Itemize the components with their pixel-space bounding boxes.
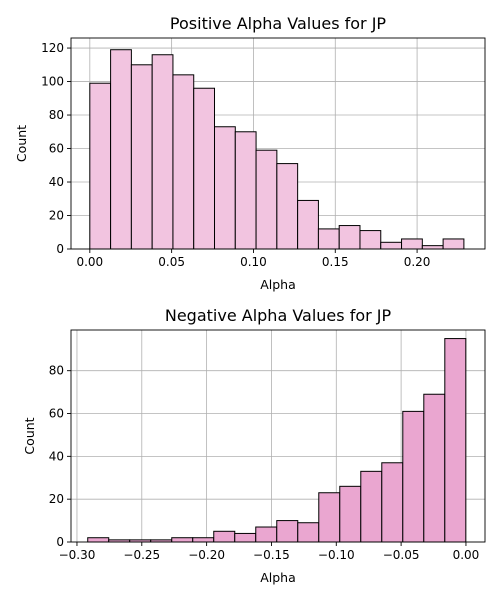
- histogram-bar: [234, 131, 257, 250]
- histogram-bar: [193, 87, 216, 250]
- x-tick-label: −0.05: [383, 548, 420, 562]
- histogram-bar: [130, 64, 153, 250]
- y-tick-label: 20: [49, 209, 64, 223]
- chart-title: Negative Alpha Values for JP: [165, 306, 392, 325]
- x-tick-label: 0.15: [322, 255, 349, 269]
- y-tick-label: 100: [41, 75, 64, 89]
- plot-frame: [70, 329, 486, 543]
- x-tick-label: 0.10: [240, 255, 267, 269]
- histogram-bar: [359, 230, 382, 250]
- x-tick-label: −0.10: [318, 548, 355, 562]
- y-tick-label: 120: [41, 41, 64, 55]
- y-tick-label: 80: [49, 364, 64, 378]
- histogram-bar: [381, 462, 404, 543]
- x-axis-label: Alpha: [260, 277, 296, 292]
- y-tick-label: 0: [56, 535, 64, 549]
- histogram-bar: [442, 238, 465, 250]
- histogram-bar: [110, 49, 132, 250]
- y-tick-label: 40: [49, 175, 64, 189]
- histogram-bar: [171, 537, 194, 543]
- histogram-bar: [192, 537, 215, 543]
- x-tick-label: −0.25: [123, 548, 160, 562]
- histogram-bar: [444, 338, 467, 543]
- histogram-bar: [172, 74, 195, 250]
- histogram-bar: [421, 245, 444, 250]
- y-axis-label: Count: [22, 417, 37, 454]
- y-tick-label: 80: [49, 108, 64, 122]
- histogram-bar: [317, 228, 340, 250]
- histogram-bar: [276, 163, 299, 250]
- histogram-bar: [255, 526, 278, 543]
- plot-frame: [70, 37, 486, 250]
- y-tick-label: 60: [49, 142, 64, 156]
- negative-alpha-histogram: −0.30 −0.25 −0.20 −0.15 −0.10 −0.05 0.00 0 20 40 6…: [22, 306, 486, 585]
- y-tick-label: 60: [49, 407, 64, 421]
- histogram-bar: [255, 149, 278, 250]
- positive-alpha-histogram: 0.00 0.05 0.10 0.15 0.20 0 20 40 60 80 100 120 Posit…: [14, 14, 486, 292]
- chart-title: Positive Alpha Values for JP: [170, 14, 387, 33]
- y-axis-label: Count: [14, 125, 29, 162]
- histogram-bar: [339, 485, 362, 543]
- x-tick-label: 0.00: [453, 548, 480, 562]
- histogram-bar: [89, 82, 112, 250]
- histogram-bar: [297, 522, 320, 543]
- histogram-bar: [360, 470, 383, 543]
- histogram-bar: [402, 410, 425, 543]
- x-tick-label: 0.00: [76, 255, 103, 269]
- x-tick-label: −0.30: [59, 548, 96, 562]
- y-tick-label: 0: [56, 242, 64, 256]
- x-axis-label: Alpha: [260, 570, 296, 585]
- histogram-bar: [318, 492, 341, 543]
- histogram-bar: [297, 199, 319, 250]
- y-tick-label: 40: [49, 449, 64, 463]
- y-tick-label: 20: [49, 492, 64, 506]
- histogram-bar: [338, 225, 361, 250]
- x-tick-label: −0.15: [253, 548, 290, 562]
- histogram-bar: [214, 126, 236, 250]
- histogram-bar: [423, 393, 446, 543]
- x-tick-label: −0.20: [188, 548, 225, 562]
- histogram-bar: [213, 530, 236, 543]
- histogram-bar: [87, 537, 110, 543]
- histogram-bar: [276, 520, 299, 543]
- histogram-bar: [234, 532, 257, 543]
- histogram-bar: [151, 54, 174, 250]
- histogram-bar: [380, 241, 403, 250]
- histogram-bar: [401, 238, 423, 250]
- x-tick-label: 0.20: [404, 255, 431, 269]
- x-tick-label: 0.05: [158, 255, 185, 269]
